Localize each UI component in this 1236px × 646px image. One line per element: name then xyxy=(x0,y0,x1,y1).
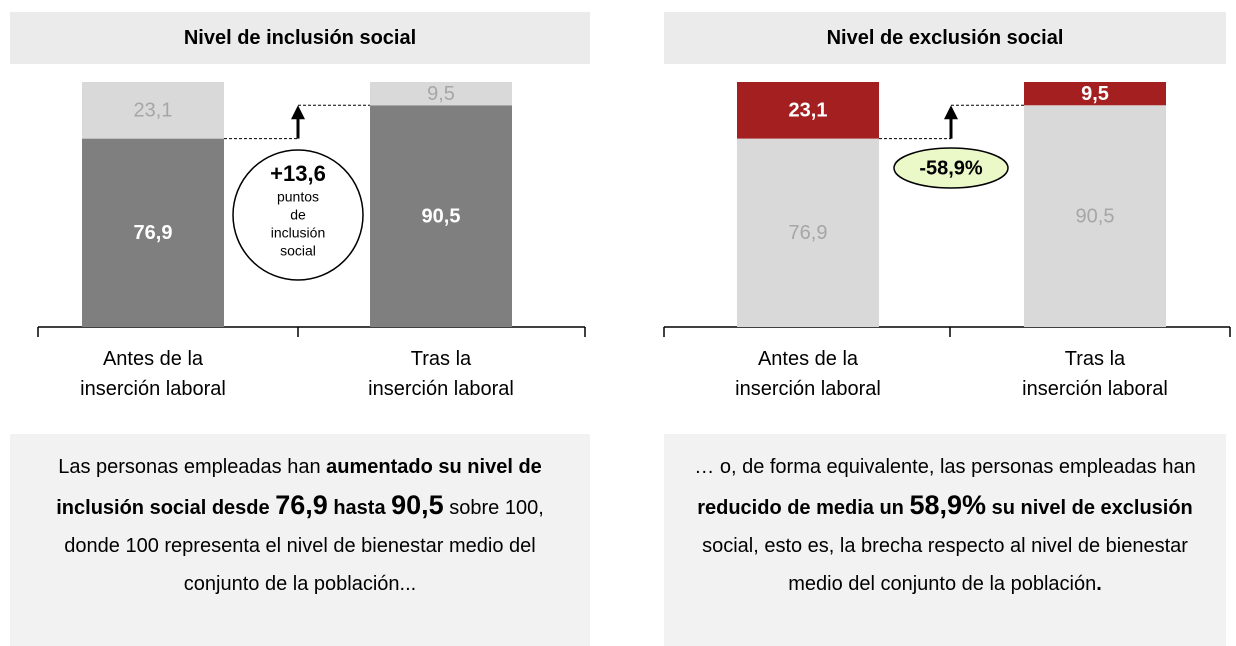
caption: … o, de forma equivalente, las personas … xyxy=(664,434,1226,646)
caption-text: 90,5 xyxy=(391,490,444,520)
x-tick-label: Antes de la inserción laboral xyxy=(80,348,226,400)
caption-text: social, esto es, la brecha respecto al n… xyxy=(702,535,1188,595)
x-tick-label: Antes de la inserción laboral xyxy=(735,348,881,400)
caption-text: . xyxy=(1096,573,1102,595)
caption-text: sobre 100, donde 100 representa el nivel… xyxy=(64,497,544,595)
x-tick-label: Tras la inserción laboral xyxy=(1022,348,1168,400)
bar-segment xyxy=(737,82,879,139)
bar-segment xyxy=(82,82,224,139)
bar-segment xyxy=(370,82,512,106)
bar-segment xyxy=(737,138,879,327)
caption: Las personas empleadas han aumentado su … xyxy=(10,434,590,646)
value-label: 23,1 xyxy=(134,100,173,122)
annotation-text: puntos xyxy=(277,189,319,205)
caption-text: su nivel de exclusión xyxy=(986,497,1193,519)
value-label: 23,1 xyxy=(789,100,828,122)
chart-title: Nivel de exclusión social xyxy=(664,12,1226,64)
annotation-value: -58,9% xyxy=(919,157,983,179)
annotation-shape xyxy=(232,149,364,281)
caption-text: Las personas empleadas han xyxy=(58,456,327,478)
caption-text: reducido de media un xyxy=(697,497,910,519)
caption-text: 58,9% xyxy=(909,490,987,520)
value-label: 90,5 xyxy=(1076,205,1115,227)
charts: 76,9 23,1 90,5 9,5 +13,6 puntos de inclusión soc… xyxy=(37,82,1231,337)
annotation-text: de xyxy=(290,207,306,223)
annotation-text: social xyxy=(280,243,316,259)
bar-segment xyxy=(1024,82,1166,106)
arrow-head xyxy=(944,105,958,120)
value-label: 76,9 xyxy=(134,222,173,244)
annotation-shape xyxy=(893,147,1009,189)
annotation-value: +13,6 xyxy=(270,161,326,186)
value-label: 9,5 xyxy=(427,83,455,105)
value-label: 76,9 xyxy=(789,222,828,244)
caption-text: hasta xyxy=(327,497,392,519)
value-label: 90,5 xyxy=(422,205,461,227)
bar-segment xyxy=(370,105,512,328)
value-label: 9,5 xyxy=(1081,83,1109,105)
caption-text: … o, de forma equivalente, las personas … xyxy=(694,456,1196,478)
chart-title: Nivel de inclusión social xyxy=(10,12,590,64)
bar-segment xyxy=(82,138,224,327)
caption-text: 76,9 xyxy=(275,490,328,520)
arrow-head xyxy=(291,105,305,120)
x-tick-label: Tras la inserción laboral xyxy=(368,348,514,400)
annotation-text: inclusión xyxy=(271,225,325,241)
bar-segment xyxy=(1024,105,1166,328)
caption-text: aumentado su nivel de inclusión social d… xyxy=(56,456,542,519)
